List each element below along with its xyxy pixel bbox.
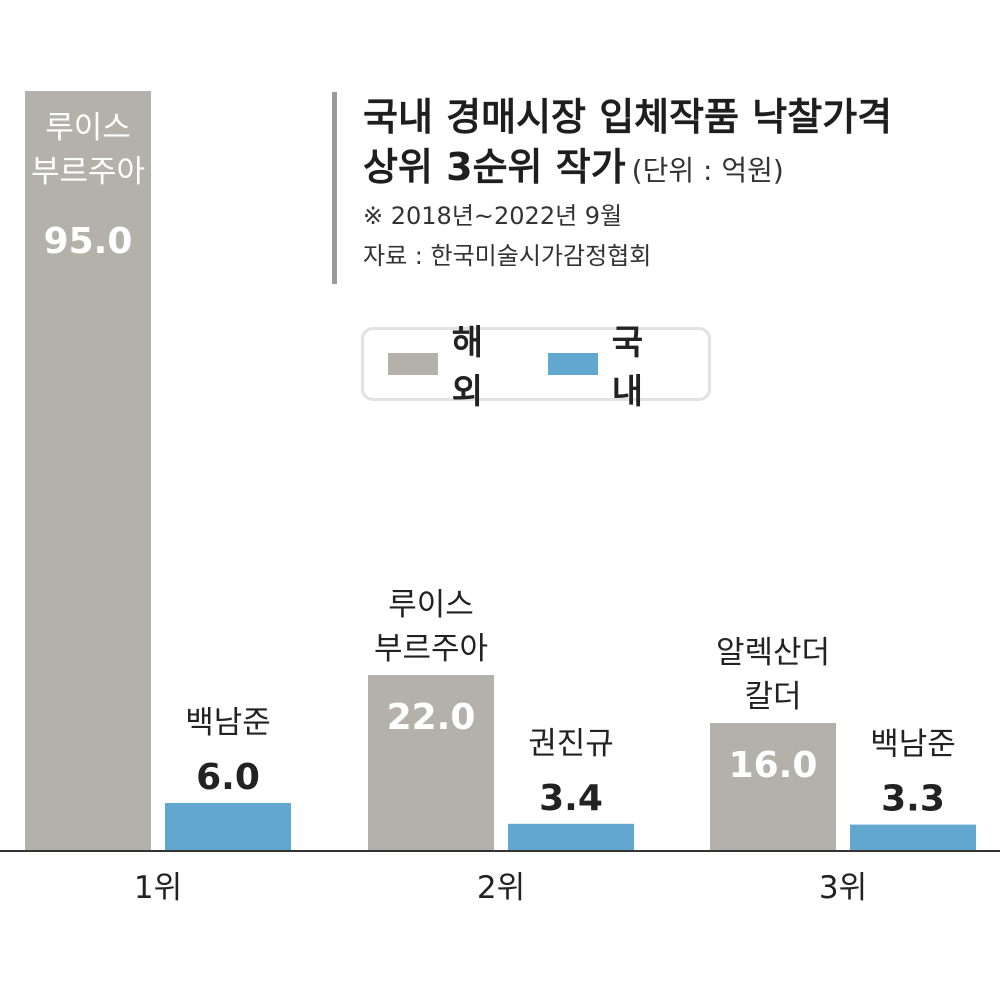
artist-label-overseas-2nd-1: 루이스 bbox=[388, 587, 474, 623]
category-label-1st: 1위 bbox=[134, 870, 182, 906]
unit-label: (단위 : 억원) bbox=[631, 154, 784, 187]
artist-label-overseas-3rd-1: 알렉산더 bbox=[716, 635, 830, 671]
artist-label-domestic-1st-1: 백남준 bbox=[185, 705, 271, 741]
artist-label-overseas-1st-1: 루이스 bbox=[45, 110, 131, 146]
artist-label-overseas-1st-2: 부르주아 bbox=[31, 154, 145, 190]
chart-title-line2-text: 상위 3순위 작가 bbox=[363, 145, 626, 189]
chart-title-line2: 상위 3순위 작가 (단위 : 억원) bbox=[363, 142, 972, 196]
value-label-overseas-2nd: 22.0 bbox=[387, 697, 476, 738]
legend-swatch-domestic bbox=[548, 353, 598, 375]
artist-label-overseas-2nd-2: 부르주아 bbox=[374, 631, 488, 667]
legend-item-domestic: 국내 bbox=[548, 315, 674, 413]
bar-domestic-3rd bbox=[850, 824, 976, 851]
legend: 해외 국내 bbox=[361, 323, 711, 412]
artist-label-domestic-3rd-1: 백남준 bbox=[870, 727, 956, 763]
bar-overseas-2nd bbox=[368, 675, 494, 851]
period-note: ※ 2018년~2022년 9월 bbox=[363, 202, 623, 230]
legend-item-overseas: 해외 bbox=[388, 315, 514, 413]
category-label-3rd: 3위 bbox=[819, 870, 867, 906]
bar-domestic-1st bbox=[165, 803, 291, 851]
legend-swatch-overseas bbox=[388, 353, 438, 375]
value-label-overseas-1st: 95.0 bbox=[44, 221, 133, 262]
legend-label-overseas: 해외 bbox=[451, 323, 484, 412]
value-label-domestic-1st: 6.0 bbox=[196, 757, 260, 798]
bar-overseas-1st bbox=[25, 91, 151, 851]
value-label-overseas-3rd: 16.0 bbox=[729, 745, 818, 786]
artist-label-domestic-2nd-1: 권진규 bbox=[528, 726, 614, 762]
value-label-domestic-2nd: 3.4 bbox=[539, 778, 603, 819]
chart-title-line1: 국내 경매시장 입체작품 낙찰가격 bbox=[363, 95, 893, 139]
category-label-2nd: 2위 bbox=[477, 870, 525, 906]
legend-label-domestic: 국내 bbox=[611, 323, 644, 412]
chart-title-block: 국내 경매시장 입체작품 낙찰가격 상위 3순위 작가 (단위 : 억원) ※ 2… bbox=[332, 92, 972, 284]
bar-domestic-2nd bbox=[508, 823, 634, 851]
artist-label-overseas-3rd-2: 칼더 bbox=[744, 679, 801, 715]
value-label-domestic-3rd: 3.3 bbox=[881, 779, 945, 820]
bar-overseas-3rd bbox=[710, 723, 836, 851]
source-note: 자료 : 한국미술시가감정협회 bbox=[363, 242, 652, 270]
